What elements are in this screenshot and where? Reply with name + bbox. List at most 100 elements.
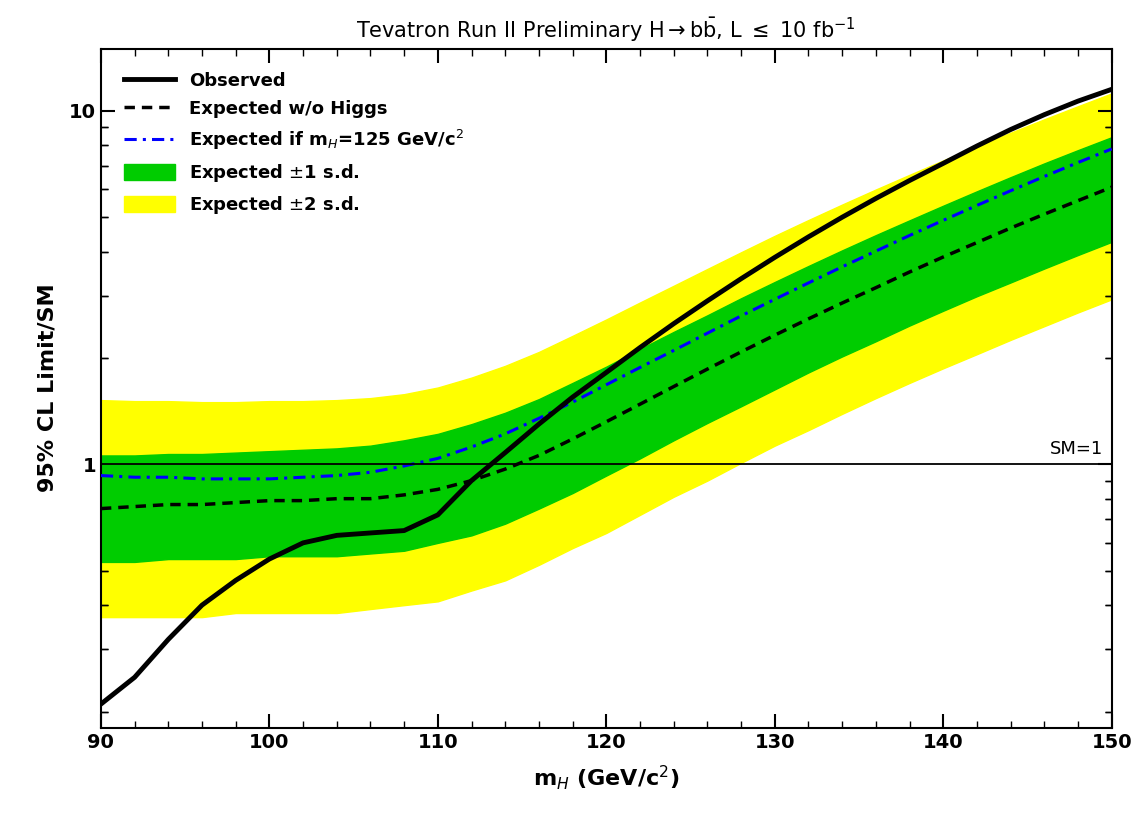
Expected if m$_{H}$=125 GeV/c$^{2}$: [701, 328, 715, 338]
Expected w/o Higgs: [936, 252, 950, 262]
Line: Observed: Observed: [101, 90, 1111, 704]
Expected w/o Higgs: [532, 450, 546, 460]
Observed: [970, 141, 984, 151]
Observed: [666, 319, 680, 328]
Observed: [397, 526, 411, 536]
Expected if m$_{H}$=125 GeV/c$^{2}$: [296, 472, 310, 482]
Observed: [767, 253, 781, 263]
Expected w/o Higgs: [397, 490, 411, 500]
Title: Tevatron Run II Preliminary H$\rightarrow$b$\bar{\mathrm{b}}$, L $\leq$ 10 fb$^{: Tevatron Run II Preliminary H$\rightarro…: [357, 15, 856, 44]
Expected w/o Higgs: [767, 330, 781, 340]
Line: Expected if m$_{H}$=125 GeV/c$^{2}$: Expected if m$_{H}$=125 GeV/c$^{2}$: [101, 149, 1111, 479]
Observed: [1105, 85, 1118, 95]
Expected w/o Higgs: [734, 347, 748, 357]
Expected w/o Higgs: [869, 283, 883, 293]
Expected w/o Higgs: [465, 476, 478, 486]
Observed: [903, 175, 916, 185]
Observed: [228, 575, 242, 585]
Expected w/o Higgs: [127, 502, 141, 512]
Expected if m$_{H}$=125 GeV/c$^{2}$: [1071, 157, 1085, 167]
X-axis label: m$_{H}$ (GeV/c$^{2}$): m$_{H}$ (GeV/c$^{2}$): [533, 763, 679, 792]
Expected if m$_{H}$=125 GeV/c$^{2}$: [228, 474, 242, 484]
Expected w/o Higgs: [903, 267, 916, 277]
Expected if m$_{H}$=125 GeV/c$^{2}$: [431, 453, 445, 463]
Expected if m$_{H}$=125 GeV/c$^{2}$: [465, 442, 478, 452]
Expected w/o Higgs: [364, 494, 377, 504]
Expected if m$_{H}$=125 GeV/c$^{2}$: [835, 262, 849, 272]
Observed: [364, 528, 377, 538]
Observed: [633, 342, 647, 352]
Expected w/o Higgs: [802, 314, 816, 323]
Expected w/o Higgs: [1105, 182, 1118, 192]
Expected if m$_{H}$=125 GeV/c$^{2}$: [565, 398, 579, 407]
Expected w/o Higgs: [1004, 223, 1017, 233]
Expected if m$_{H}$=125 GeV/c$^{2}$: [633, 362, 647, 372]
Expected w/o Higgs: [701, 364, 715, 374]
Expected if m$_{H}$=125 GeV/c$^{2}$: [263, 474, 276, 484]
Observed: [162, 635, 175, 644]
Expected if m$_{H}$=125 GeV/c$^{2}$: [1105, 144, 1118, 154]
Expected w/o Higgs: [228, 498, 242, 508]
Expected w/o Higgs: [970, 238, 984, 248]
Expected if m$_{H}$=125 GeV/c$^{2}$: [94, 471, 108, 481]
Observed: [296, 538, 310, 548]
Observed: [734, 274, 748, 284]
Observed: [701, 296, 715, 306]
Observed: [802, 232, 816, 242]
Observed: [532, 419, 546, 429]
Expected w/o Higgs: [263, 495, 276, 505]
Observed: [869, 193, 883, 203]
Expected w/o Higgs: [330, 494, 344, 504]
Observed: [600, 368, 614, 378]
Expected if m$_{H}$=125 GeV/c$^{2}$: [802, 278, 816, 288]
Expected if m$_{H}$=125 GeV/c$^{2}$: [498, 429, 512, 439]
Expected w/o Higgs: [600, 416, 614, 426]
Expected if m$_{H}$=125 GeV/c$^{2}$: [127, 472, 141, 482]
Observed: [330, 531, 344, 541]
Expected if m$_{H}$=125 GeV/c$^{2}$: [397, 461, 411, 471]
Expected w/o Higgs: [431, 485, 445, 495]
Expected if m$_{H}$=125 GeV/c$^{2}$: [364, 467, 377, 477]
Expected if m$_{H}$=125 GeV/c$^{2}$: [195, 474, 209, 484]
Line: Expected w/o Higgs: Expected w/o Higgs: [101, 187, 1111, 509]
Expected w/o Higgs: [94, 504, 108, 514]
Expected if m$_{H}$=125 GeV/c$^{2}$: [734, 311, 748, 321]
Observed: [936, 159, 950, 169]
Expected if m$_{H}$=125 GeV/c$^{2}$: [532, 413, 546, 423]
Expected if m$_{H}$=125 GeV/c$^{2}$: [330, 471, 344, 481]
Y-axis label: 95% CL Limit/SM: 95% CL Limit/SM: [38, 284, 58, 492]
Observed: [1071, 96, 1085, 106]
Observed: [1004, 124, 1017, 134]
Observed: [565, 393, 579, 402]
Expected w/o Higgs: [162, 500, 175, 509]
Observed: [465, 476, 478, 486]
Expected w/o Higgs: [633, 399, 647, 409]
Expected if m$_{H}$=125 GeV/c$^{2}$: [666, 346, 680, 356]
Expected if m$_{H}$=125 GeV/c$^{2}$: [600, 379, 614, 389]
Observed: [127, 672, 141, 682]
Expected if m$_{H}$=125 GeV/c$^{2}$: [1004, 186, 1017, 196]
Observed: [431, 510, 445, 520]
Legend: Observed, Expected w/o Higgs, Expected if m$_{H}$=125 GeV/c$^{2}$, Expected $\pm: Observed, Expected w/o Higgs, Expected i…: [110, 58, 478, 230]
Observed: [1037, 109, 1051, 119]
Observed: [195, 600, 209, 610]
Observed: [498, 448, 512, 458]
Expected w/o Higgs: [1071, 196, 1085, 206]
Expected w/o Higgs: [666, 382, 680, 392]
Expected w/o Higgs: [296, 495, 310, 505]
Expected if m$_{H}$=125 GeV/c$^{2}$: [970, 201, 984, 211]
Expected if m$_{H}$=125 GeV/c$^{2}$: [869, 246, 883, 256]
Text: SM=1: SM=1: [1050, 440, 1103, 458]
Expected if m$_{H}$=125 GeV/c$^{2}$: [903, 230, 916, 240]
Expected w/o Higgs: [1037, 209, 1051, 219]
Expected w/o Higgs: [195, 500, 209, 509]
Expected w/o Higgs: [498, 464, 512, 474]
Observed: [94, 700, 108, 709]
Expected if m$_{H}$=125 GeV/c$^{2}$: [767, 295, 781, 305]
Expected if m$_{H}$=125 GeV/c$^{2}$: [162, 472, 175, 482]
Observed: [835, 212, 849, 222]
Observed: [263, 554, 276, 564]
Expected if m$_{H}$=125 GeV/c$^{2}$: [1037, 171, 1051, 181]
Expected if m$_{H}$=125 GeV/c$^{2}$: [936, 216, 950, 226]
Expected w/o Higgs: [565, 434, 579, 444]
